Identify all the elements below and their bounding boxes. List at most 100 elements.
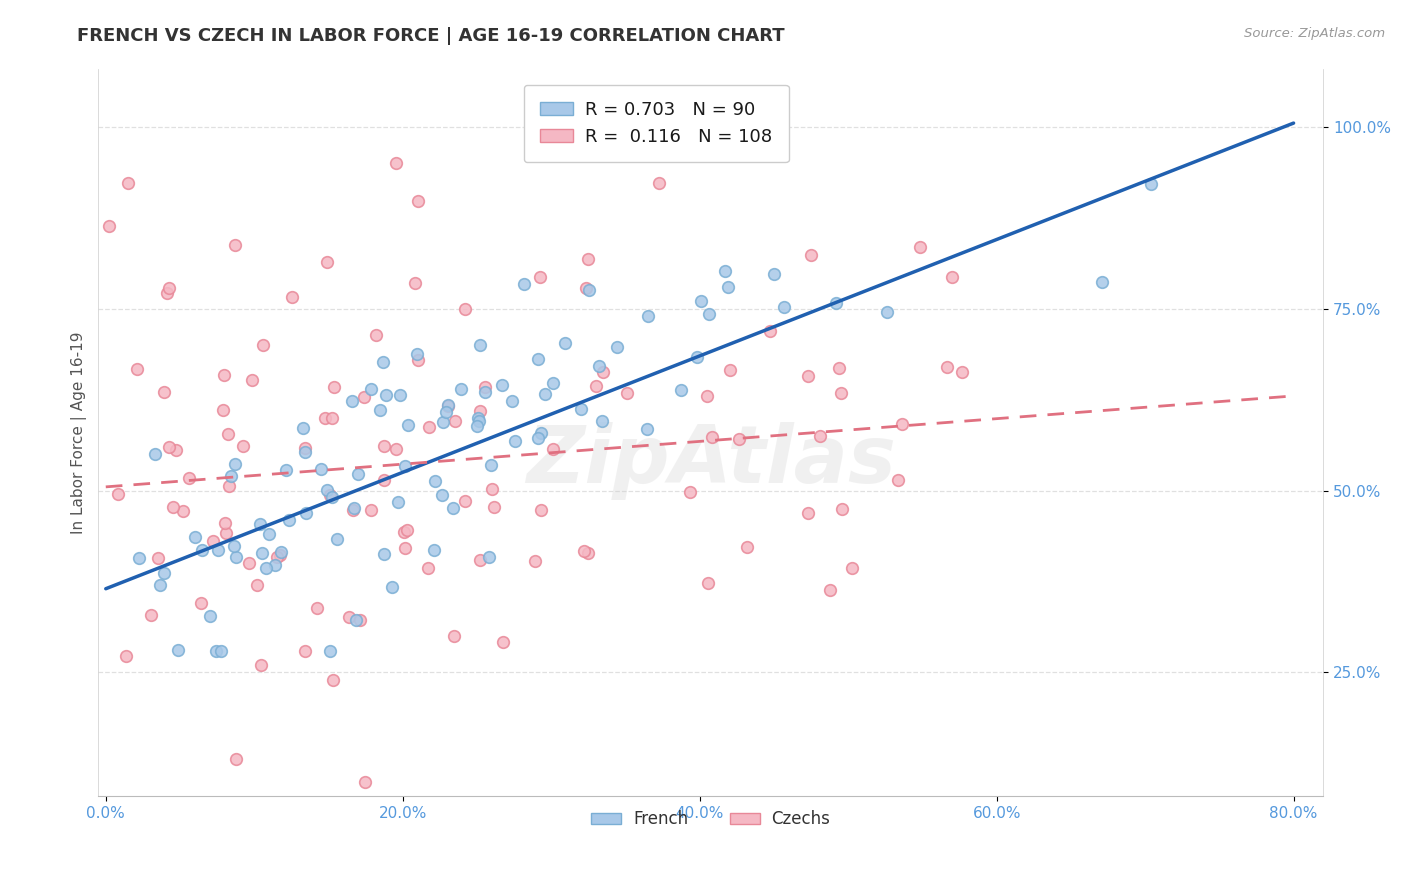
Point [637,310,659,324]
Point [830,385,852,400]
Text: Source: ZipAtlas.com: Source: ZipAtlas.com [1244,27,1385,40]
Point [887,473,910,487]
Point [454,494,477,508]
Point [370,402,392,417]
Point [165,443,187,458]
Point [127,362,149,376]
Point [225,751,247,765]
Point [294,442,316,456]
Point [117,177,139,191]
Point [468,338,491,352]
Point [315,483,337,497]
Point [423,474,446,488]
Point [762,267,785,281]
Point [588,359,610,374]
Point [530,425,553,440]
Point [541,442,564,457]
Point [294,445,316,459]
Point [468,404,491,418]
Point [576,546,599,560]
Point [232,439,254,453]
Point [159,281,181,295]
Point [209,643,232,657]
Point [406,353,429,368]
Point [276,463,298,477]
Point [249,516,271,531]
Point [831,501,853,516]
Point [718,363,741,377]
Point [572,544,595,558]
Point [575,281,598,295]
Point [474,385,496,400]
Legend: French, Czechs: French, Czechs [585,804,837,835]
Point [264,558,287,573]
Point [1139,177,1161,191]
Point [1091,275,1114,289]
Point [876,305,898,319]
Point [252,546,274,560]
Point [405,347,427,361]
Point [678,484,700,499]
Point [827,360,849,375]
Point [700,430,723,444]
Point [481,482,503,496]
Point [385,442,408,457]
Point [388,388,411,402]
Point [149,578,172,592]
Point [373,354,395,368]
Point [322,673,344,688]
Point [139,607,162,622]
Point [527,351,550,366]
Point [759,324,782,338]
Point [143,448,166,462]
Point [252,338,274,352]
Point [342,393,364,408]
Point [339,610,361,624]
Point [311,462,333,476]
Point [381,581,404,595]
Text: FRENCH VS CZECH IN LABOR FORCE | AGE 16-19 CORRELATION CHART: FRENCH VS CZECH IN LABOR FORCE | AGE 16-… [77,27,785,45]
Point [527,431,550,445]
Point [569,402,592,417]
Point [465,418,488,433]
Point [554,335,576,350]
Point [578,283,600,297]
Point [347,467,370,481]
Point [416,560,439,574]
Point [128,550,150,565]
Point [349,613,371,627]
Point [373,473,395,487]
Point [396,417,419,432]
Point [430,488,453,502]
Point [238,556,260,570]
Point [432,415,454,429]
Point [321,411,343,425]
Point [492,635,515,649]
Point [280,290,302,304]
Point [318,643,340,657]
Point [441,501,464,516]
Point [478,549,501,564]
Point [153,566,176,580]
Point [444,414,467,428]
Point [941,269,963,284]
Point [950,365,973,379]
Point [343,501,366,516]
Point [212,402,235,417]
Point [797,507,820,521]
Point [316,255,339,269]
Point [395,523,418,537]
Point [479,458,502,472]
Point [406,194,429,208]
Point [97,219,120,234]
Point [841,561,863,575]
Point [153,384,176,399]
Point [219,468,242,483]
Point [364,327,387,342]
Point [156,285,179,300]
Point [891,417,914,432]
Point [224,457,246,471]
Point [215,525,238,540]
Point [592,365,614,379]
Point [353,390,375,404]
